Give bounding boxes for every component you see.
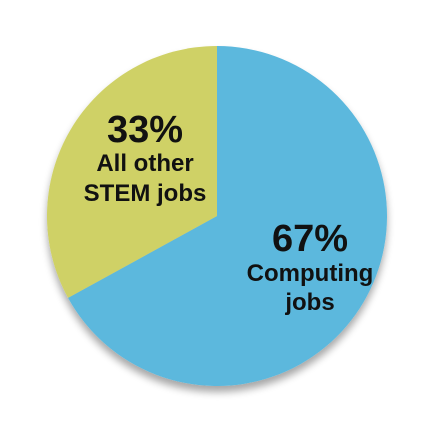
- pie-slices: [47, 46, 388, 386]
- computing-label-line-1: Computing: [247, 260, 374, 287]
- computing-label-line-2: jobs: [284, 289, 334, 316]
- other-stem-label-line-1: All other: [96, 150, 193, 177]
- slice-computing-jobs: [68, 46, 388, 386]
- other-stem-label-line-2: STEM jobs: [84, 180, 207, 207]
- computing-percent-label: 67%: [272, 218, 348, 260]
- slice-all-other-stem-jobs: [47, 46, 218, 298]
- other-stem-percent-label: 33%: [107, 109, 183, 151]
